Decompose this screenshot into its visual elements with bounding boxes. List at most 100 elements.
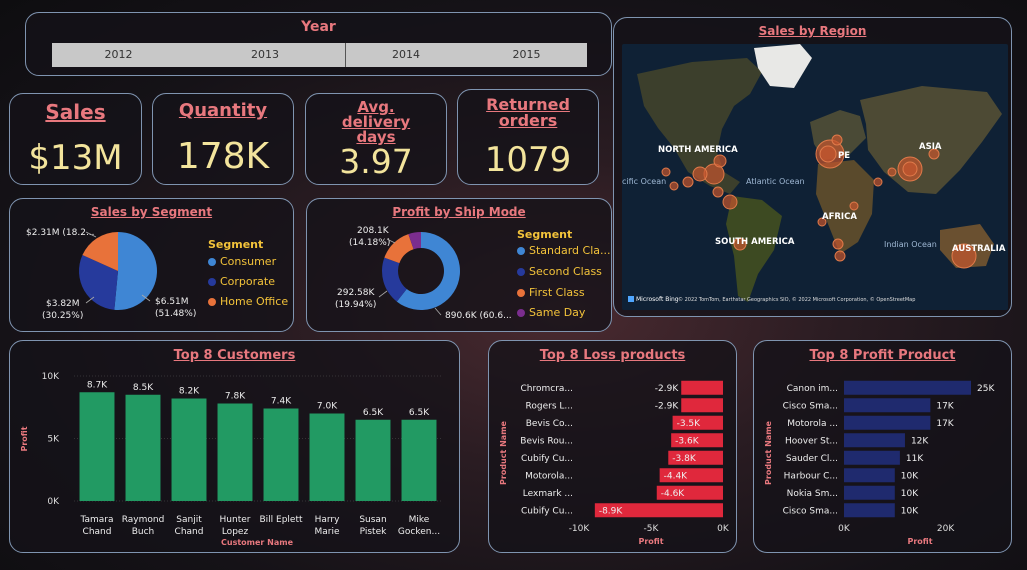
customer-xtick-line2-1: Buch xyxy=(132,527,155,537)
customer-value-label-4: 7.4K xyxy=(271,397,292,407)
profit-bar-0[interactable] xyxy=(844,380,971,395)
segment-label-home-office: $2.31M (18.2... xyxy=(26,228,95,238)
customer-bar-3[interactable] xyxy=(217,403,253,502)
top-customers-bar-chart[interactable]: 0K 5K 10K 8.7K Tamara Chand 8.5K Raymond Buch 8.2… xyxy=(12,361,457,551)
map-label-europe: PE xyxy=(838,151,850,161)
ship-slice-1[interactable] xyxy=(382,257,407,302)
loss-xtick-1: -5K xyxy=(644,524,660,534)
map-label-north-america: NORTH AMERICA xyxy=(658,145,738,155)
segment-legend-consumer[interactable]: Consumer xyxy=(208,255,276,268)
customer-xtick-7: Mike xyxy=(409,515,430,525)
segment-leader-consumer xyxy=(141,294,151,302)
segment-legend-home-office[interactable]: Home Office xyxy=(208,295,288,308)
bubble-asia-3 xyxy=(928,148,940,160)
ship-legend-standard[interactable]: Standard Cla... xyxy=(517,244,611,257)
profit-bar-5[interactable] xyxy=(844,468,895,483)
first-dot xyxy=(517,289,525,297)
year-option-2012[interactable]: 2012 xyxy=(104,48,133,61)
loss-bar-0[interactable] xyxy=(681,380,723,395)
bubble-africa-3 xyxy=(849,201,859,211)
segment-slice-0[interactable] xyxy=(114,232,157,310)
ship-slice-0[interactable] xyxy=(396,232,460,310)
bubble-ca-2 xyxy=(712,186,724,198)
loss-bar-1[interactable] xyxy=(681,398,723,413)
ship-label-standard: 890.6K (60.6... xyxy=(445,311,511,321)
loss-bar-6[interactable] xyxy=(656,485,723,500)
delivery-kpi-title: Avg. delivery days xyxy=(341,98,411,146)
profit-bar-4[interactable] xyxy=(844,450,900,465)
loss-xtick-2: 0K xyxy=(717,524,730,534)
profit-bar-1[interactable] xyxy=(844,398,931,413)
segment-legend-title: Segment xyxy=(208,238,264,251)
year-option-2013[interactable]: 2013 xyxy=(251,48,279,61)
segment-slice-1[interactable] xyxy=(79,255,118,310)
customer-bar-2[interactable] xyxy=(171,398,207,502)
loss-bar-3[interactable] xyxy=(671,433,723,448)
delivery-kpi-card: Avg. delivery days 3.97 xyxy=(305,93,447,185)
segment-legend-corporate-label: Corporate xyxy=(220,275,275,288)
customer-xtick-line2-5: Marie xyxy=(314,527,339,537)
segment-label-corporate: $3.82M xyxy=(46,299,80,309)
profit-bar-6[interactable] xyxy=(844,485,895,500)
loss-ytick-3: Bevis Rou... xyxy=(520,436,573,446)
segment-slice-2[interactable] xyxy=(82,232,118,271)
ship-legend-second[interactable]: Second Class xyxy=(517,265,602,278)
profit-xaxis-title: Profit xyxy=(907,537,932,546)
map-label-indian: Indian Ocean xyxy=(884,240,937,249)
segment-pie-chart[interactable]: $6.51M (51.48%) $3.82M (30.25%) $2.31M (18.2… xyxy=(14,221,204,331)
customer-bar-5[interactable] xyxy=(309,413,345,502)
ship-mode-donut-chart[interactable]: 890.6K (60.6... 292.58K (19.94%) 208.1K (14.… xyxy=(311,221,511,331)
ship-leader-second xyxy=(378,290,388,298)
profit-bar-3[interactable] xyxy=(844,433,905,448)
ship-legend-first[interactable]: First Class xyxy=(517,286,585,299)
profit-bar-2[interactable] xyxy=(844,415,931,430)
loss-bar-4[interactable] xyxy=(668,450,723,465)
map-landmass-asia xyxy=(860,86,1002,194)
loss-value-label-7: -8.9K xyxy=(599,506,624,516)
loss-ytick-2: Bevis Co... xyxy=(526,419,573,429)
customer-bar-4[interactable] xyxy=(263,408,299,502)
top-customers-card: Top 8 Customers 0K 5K 10K 8.7K Tamara Chand 8.… xyxy=(9,340,460,553)
returned-kpi-value: 1079 xyxy=(484,140,572,180)
customers-ytick-2: 10K xyxy=(42,372,60,382)
customer-xtick-3: Hunter xyxy=(220,515,251,525)
loss-bar-7[interactable] xyxy=(594,503,723,518)
year-option-2014[interactable]: 2014 xyxy=(392,48,420,61)
customer-bar-7[interactable] xyxy=(401,419,437,501)
customer-xtick-2: Sanjit xyxy=(176,515,202,525)
ship-slice-2[interactable] xyxy=(384,234,414,264)
map-label-australia: AUSTRALIA xyxy=(952,244,1006,254)
year-option-2015[interactable]: 2015 xyxy=(512,48,541,61)
ship-slice-3[interactable] xyxy=(408,232,421,250)
returned-kpi-card: Returned orders 1079 xyxy=(457,89,599,185)
ship-leader-standard xyxy=(434,307,442,316)
loss-bar-2[interactable] xyxy=(672,415,723,430)
ship-legend-same-day[interactable]: Same Day xyxy=(517,306,585,319)
sales-by-region-card: Sales by Region xyxy=(613,17,1012,317)
customers-ytick-0: 0K xyxy=(47,497,60,507)
customer-bar-0[interactable] xyxy=(79,392,115,501)
world-map[interactable]: NORTH AMERICA SOUTH AMERICA ASIA AFRICA … xyxy=(622,44,1008,310)
profit-bar-7[interactable] xyxy=(844,503,895,518)
loss-ytick-7: Cubify Cu... xyxy=(521,506,573,516)
loss-value-label-3: -3.6K xyxy=(675,436,700,446)
sales-bubbles[interactable] xyxy=(661,134,977,269)
top-loss-products-bar-chart[interactable]: -2.9K Chromcra... -2.9K Rogers L... -3.5K Bev… xyxy=(491,361,736,551)
top-profit-products-bar-chart[interactable]: 25K Canon im... 17K Cisco Sma... 17K Motorola… xyxy=(756,361,1011,551)
map-attribution[interactable]: © 2022 TomTom, Earthstar Geographics SIO… xyxy=(678,296,915,303)
bubble-na-2 xyxy=(692,166,708,182)
customer-bar-6[interactable] xyxy=(355,419,391,501)
profit-yaxis-title: Product Name xyxy=(764,420,773,485)
segment-legend-corporate[interactable]: Corporate xyxy=(208,275,275,288)
profit-value-label-2: 17K xyxy=(936,419,954,429)
profit-xtick-1: 20K xyxy=(937,524,955,534)
customer-bar-1[interactable] xyxy=(125,394,161,501)
year-slicer-title: Year xyxy=(301,19,336,35)
segment-label-consumer-pct: (51.48%) xyxy=(155,309,196,319)
ship-label-first: 208.1K xyxy=(357,226,390,236)
ship-legend-same-day-label: Same Day xyxy=(529,306,586,319)
top-profit-products-title: Top 8 Profit Product xyxy=(809,348,956,363)
loss-bar-5[interactable] xyxy=(659,468,723,483)
bubble-na-5 xyxy=(669,181,679,191)
loss-value-label-4: -3.8K xyxy=(672,454,697,464)
